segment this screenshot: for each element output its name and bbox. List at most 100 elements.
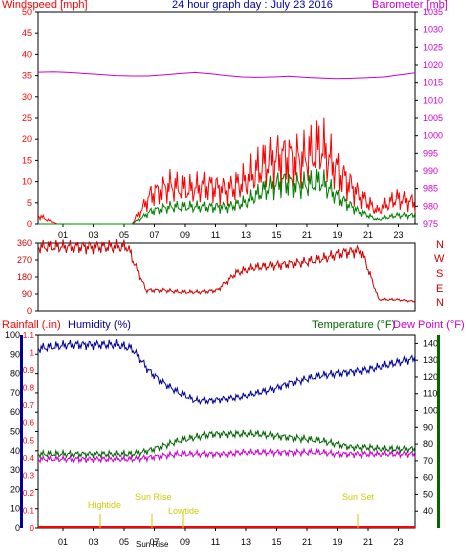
temp-axis-title: Temperature (°F) (312, 319, 396, 331)
humidity-y-tick-label: 30 (10, 465, 20, 475)
wind-axis-title: Windspeed [mph] (2, 0, 88, 11)
wind-direction-line (37, 239, 416, 303)
temp-plot-frame (37, 334, 416, 529)
temp-x-tick-label: 03 (88, 537, 98, 547)
humidity-y-tick-label: 60 (10, 407, 20, 417)
humidity-y-tick-label: 20 (10, 484, 20, 494)
temp-y-tick-label: 140 (423, 338, 438, 348)
wind-x-tick-label: 13 (241, 230, 251, 240)
wind-x-tick-label: 01 (58, 230, 68, 240)
humidity-y-tick-label: 50 (10, 427, 20, 437)
wind-y-tick-label: 30 (22, 92, 32, 102)
compass-e: E (436, 283, 444, 295)
baro-y-tick-label: 1025 (423, 42, 443, 52)
temp-y-tick-label: 80 (423, 439, 433, 449)
rain-y-tick-label: 0.6 (23, 419, 35, 428)
wind-x-tick-label: 11 (211, 230, 220, 240)
wind-x-tick-label: 03 (88, 230, 98, 240)
rain-axis-title: Rainfall (.in) (2, 319, 61, 331)
humidity-line (37, 339, 416, 406)
lowtide-label: Lowtide (168, 506, 200, 516)
rain-y-tick-label: 0.4 (23, 454, 35, 463)
humidity-y-tick-label: 70 (10, 388, 20, 398)
wind-y-tick-label: 5 (27, 198, 32, 208)
humidity-y-tick-label: 80 (10, 369, 20, 379)
direction-plot-frame (37, 242, 416, 312)
baro-axis-title: Barometer [mb] (372, 0, 448, 11)
wind-x-tick-label: 19 (332, 230, 342, 240)
wind-y-tick-label: 25 (22, 113, 32, 123)
temp-y-tick-label: 120 (423, 372, 438, 382)
temp-x-tick-label: 15 (271, 537, 281, 547)
humidity-y-tick-label: 90 (10, 349, 20, 359)
baro-y-tick-label: 1010 (423, 95, 443, 105)
temp-x-tick-label: 09 (180, 537, 190, 547)
rain-y-tick-label: 0 (30, 524, 35, 533)
wind-y-tick-label: 15 (22, 155, 32, 165)
temp-x-tick-label: 23 (393, 537, 403, 547)
humidity-axis-bar (20, 335, 23, 528)
temp-x-tick-label: 21 (302, 537, 312, 547)
rain-y-tick-label: 0.5 (23, 436, 35, 445)
temp-y-tick-label: 40 (423, 506, 433, 516)
rain-y-tick-label: 0.2 (23, 489, 35, 498)
baro-y-tick-label: 1020 (423, 60, 443, 70)
baro-y-tick-label: 1015 (423, 78, 443, 88)
sunrise-label: Sun Rise (135, 492, 172, 502)
sunset-label: Sun Set (342, 492, 375, 502)
dew-axis-title: Dew Point (°F) (393, 319, 465, 331)
wind-y-tick-label: 0 (27, 219, 32, 229)
wind-y-tick-label: 40 (22, 49, 32, 59)
rain-y-tick-label: 0.8 (23, 384, 35, 393)
temp-y-tick-label: 70 (423, 456, 433, 466)
dir-y-tick-label: 360 (17, 238, 32, 248)
wind-x-tick-label: 21 (302, 230, 312, 240)
wind-y-tick-label: 45 (22, 28, 32, 38)
humidity-axis-title: Humidity (%) (68, 319, 131, 331)
baro-y-tick-label: 1030 (423, 25, 443, 35)
baro-y-tick-label: 1000 (423, 131, 443, 141)
sunrise-axis-label: Sun Rise (136, 540, 169, 549)
humidity-y-tick-label: 40 (10, 446, 20, 456)
rain-y-tick-label: 0.7 (23, 401, 35, 410)
rain-y-tick-label: 0.1 (23, 506, 35, 515)
barometer-line (37, 71, 416, 80)
temp-x-tick-label: 05 (119, 537, 129, 547)
temp-y-tick-label: 130 (423, 355, 438, 365)
wind-y-tick-label: 35 (22, 71, 32, 81)
baro-y-tick-label: 990 (423, 166, 438, 176)
temp-x-tick-label: 01 (58, 537, 68, 547)
baro-y-tick-label: 985 (423, 184, 438, 194)
wind-y-tick-label: 20 (22, 134, 32, 144)
dir-y-tick-label: 0 (27, 306, 32, 316)
compass-n-bottom: N (436, 297, 444, 309)
temp-y-tick-label: 50 (423, 489, 433, 499)
dir-y-tick-label: 270 (17, 255, 32, 265)
temp-y-tick-label: 90 (423, 422, 433, 432)
temp-x-tick-label: 13 (241, 537, 251, 547)
rain-y-tick-label: 0.9 (23, 366, 35, 375)
wind-x-tick-label: 23 (393, 230, 403, 240)
temp-y-tick-label: 60 (423, 473, 433, 483)
temp-y-tick-label: 110 (423, 389, 437, 399)
temp-x-tick-label: 21 (363, 537, 373, 547)
temp-x-tick-label: 11 (211, 537, 220, 547)
chart-title: 24 hour graph day : July 23 2016 (172, 0, 333, 11)
compass-n-top: N (436, 239, 444, 251)
rain-y-tick-label: 1.1 (23, 331, 35, 340)
compass-s: S (436, 268, 444, 280)
wind-avg-line (38, 168, 416, 225)
baro-y-tick-label: 1005 (423, 113, 443, 123)
dir-y-tick-label: 90 (22, 289, 32, 299)
wind-x-tick-label: 07 (149, 230, 159, 240)
wind-x-tick-label: 21 (363, 230, 373, 240)
wind-x-tick-label: 05 (119, 230, 129, 240)
hightide-label: Hightide (88, 500, 122, 510)
wind-y-tick-label: 10 (22, 177, 32, 187)
baro-y-tick-label: 980 (423, 201, 438, 211)
wind-x-tick-label: 15 (271, 230, 281, 240)
rain-y-tick-label: 0.3 (23, 471, 35, 480)
wind-y-tick-label: 50 (22, 7, 32, 17)
baro-y-tick-label: 975 (423, 219, 438, 229)
